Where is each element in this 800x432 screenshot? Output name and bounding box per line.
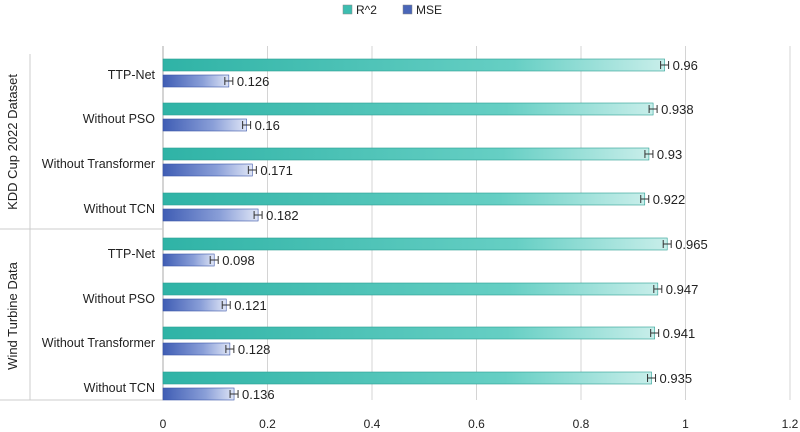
value-label-r2: 0.96 xyxy=(673,58,698,73)
bar-r2 xyxy=(162,326,655,340)
bar-mse xyxy=(162,298,227,312)
value-label-mse: 0.182 xyxy=(266,208,299,223)
bar-r2 xyxy=(162,102,654,116)
x-tick-label: 0 xyxy=(160,417,167,431)
bar-r2 xyxy=(162,371,652,385)
value-label-mse: 0.171 xyxy=(260,163,293,178)
bar-mse xyxy=(162,74,230,88)
value-label-r2: 0.938 xyxy=(661,102,694,117)
category-label: Without PSO xyxy=(83,112,156,126)
value-label-r2: 0.947 xyxy=(666,282,699,297)
group-label: KDD Cup 2022 Dataset xyxy=(5,74,20,210)
x-tick-label: 0.4 xyxy=(364,417,381,431)
x-tick-label: 0.2 xyxy=(259,417,276,431)
value-label-r2: 0.935 xyxy=(660,371,693,386)
category-label: TTP-Net xyxy=(108,247,156,261)
bars xyxy=(162,58,672,401)
legend-swatch-r2 xyxy=(342,4,353,15)
legend-swatch-mse xyxy=(402,4,413,15)
bar-r2 xyxy=(162,58,665,72)
value-label-mse: 0.121 xyxy=(234,298,267,313)
category-label: Without PSO xyxy=(83,292,156,306)
bar-mse xyxy=(162,163,253,177)
bar-r2 xyxy=(162,147,650,161)
x-axis: 0 0.2 0.4 0.6 0.8 1 1.2 xyxy=(160,417,799,431)
group-label: Wind Turbine Data xyxy=(5,261,20,369)
bar-mse xyxy=(162,342,231,356)
bar-r2 xyxy=(162,282,659,296)
x-tick-label: 0.8 xyxy=(573,417,590,431)
value-label-mse: 0.098 xyxy=(222,253,255,268)
category-label: TTP-Net xyxy=(108,68,156,82)
bar-r2 xyxy=(162,237,668,251)
value-label-r2: 0.922 xyxy=(653,192,686,207)
legend: R^2 MSE xyxy=(342,3,442,17)
bar-mse xyxy=(162,118,247,132)
x-tick-label: 1.2 xyxy=(782,417,799,431)
value-label-mse: 0.136 xyxy=(242,387,275,402)
value-label-r2: 0.93 xyxy=(657,147,682,162)
category-label: Without Transformer xyxy=(42,336,155,350)
legend-label-mse: MSE xyxy=(416,3,442,17)
value-label-mse: 0.128 xyxy=(238,342,271,357)
value-label-r2: 0.965 xyxy=(675,237,708,252)
legend-label-r2: R^2 xyxy=(356,3,377,17)
category-label: Without TCN xyxy=(84,202,155,216)
bar-mse xyxy=(162,387,235,401)
x-tick-label: 1 xyxy=(682,417,689,431)
value-label-mse: 0.126 xyxy=(237,74,270,89)
value-label-mse: 0.16 xyxy=(255,118,280,133)
bar-r2 xyxy=(162,192,646,206)
bar-mse xyxy=(162,208,259,222)
value-label-r2: 0.941 xyxy=(663,326,696,341)
labels: KDD Cup 2022 Dataset TTP-Net 0.96 0.126 With… xyxy=(5,58,708,402)
category-label: Without TCN xyxy=(84,381,155,395)
bar-mse xyxy=(162,253,215,267)
category-label: Without Transformer xyxy=(42,157,155,171)
x-tick-label: 0.6 xyxy=(468,417,485,431)
